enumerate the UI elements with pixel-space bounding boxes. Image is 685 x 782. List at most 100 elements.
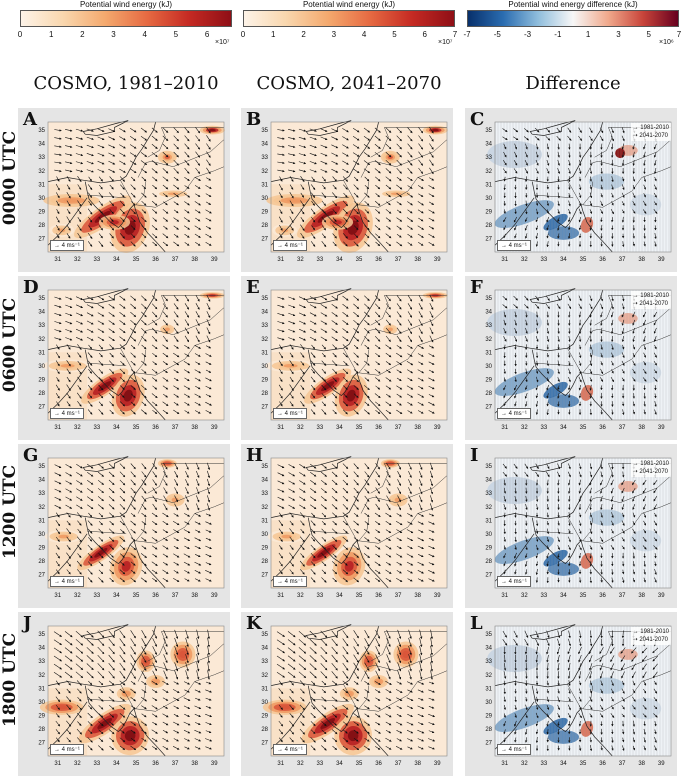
- y-tick-label: 29: [485, 377, 492, 383]
- y-tick-label: 34: [261, 646, 268, 652]
- country-border: [343, 180, 358, 205]
- wind-vector: [332, 209, 337, 215]
- colorbar-2-tick: 3: [331, 30, 337, 39]
- colorbar-1-gradient: [20, 10, 232, 27]
- y-tick-label: 28: [485, 727, 492, 733]
- wind-vector: [97, 169, 105, 173]
- wind-vector: [396, 217, 403, 222]
- wind-vector: [77, 200, 82, 207]
- wind-vector: [195, 127, 201, 134]
- x-tick-label: 35: [580, 257, 587, 263]
- colorbar-1-tick: 2: [80, 30, 85, 39]
- y-tick-label: 30: [485, 700, 492, 706]
- wind-vector: [183, 217, 191, 222]
- wind-vector: [54, 153, 62, 156]
- wind-vector: [332, 224, 338, 231]
- wind-vector: [184, 209, 190, 214]
- wind-vector: [277, 145, 285, 148]
- wind-vector: [55, 183, 60, 191]
- y-tick-label: 33: [485, 491, 492, 497]
- y-tick-label: 28: [38, 559, 45, 565]
- wind-vector: [129, 144, 137, 149]
- wind-vector: [396, 127, 402, 134]
- scale-label: 4 ms⁻¹: [61, 579, 80, 585]
- wind-vector: [162, 159, 169, 166]
- difference-patch: [487, 644, 542, 673]
- x-tick-label: 37: [619, 425, 626, 431]
- difference-patch: [487, 308, 542, 337]
- legend-entry: ⇢ 2041-2070: [633, 132, 669, 140]
- x-tick-label: 38: [414, 761, 421, 767]
- x-tick-label: 39: [658, 425, 665, 431]
- wind-vector: [310, 208, 316, 215]
- wind-vector: [173, 225, 179, 230]
- colorbar-1-tick: 6: [204, 30, 210, 39]
- wind-vector: [66, 216, 71, 224]
- scale-arrow-icon: →: [277, 243, 285, 249]
- wind-vector: [173, 143, 179, 150]
- wind-vector: [342, 136, 349, 141]
- wind-vector: [194, 185, 201, 189]
- wind-vector: [75, 153, 84, 157]
- wind-vector: [343, 184, 348, 190]
- scale-arrow-icon: →: [54, 579, 62, 585]
- x-tick-label: 38: [638, 425, 645, 431]
- wind-vector: [375, 176, 381, 182]
- x-tick-label: 37: [619, 593, 626, 599]
- y-tick-label: 30: [38, 364, 45, 370]
- x-tick-label: 39: [211, 761, 218, 767]
- x-tick-label: 35: [356, 425, 363, 431]
- wind-vector: [311, 216, 316, 223]
- wind-vector: [331, 168, 339, 173]
- wind-vector: [206, 177, 212, 181]
- y-tick-label: 32: [38, 673, 45, 679]
- wind-vector: [141, 233, 147, 239]
- wind-vector: [407, 225, 413, 230]
- wind-vector: [184, 176, 190, 181]
- legend-label: 1981-2010: [640, 461, 669, 467]
- wind-vector: [109, 176, 114, 182]
- wind-vector: [352, 152, 360, 157]
- x-tick-label: 36: [599, 761, 606, 767]
- wind-vector: [184, 233, 190, 238]
- colorbar-3-tick: -3: [524, 30, 532, 39]
- wind-vector: [206, 159, 211, 166]
- wind-vector: [194, 233, 201, 238]
- country-border: [370, 127, 447, 158]
- vector-legend: → 1981-2010 ⇢ 2041-2070: [630, 123, 671, 141]
- scale-label: 4 ms⁻¹: [284, 579, 303, 585]
- y-tick-label: 27: [261, 740, 268, 746]
- wind-vector: [205, 233, 212, 238]
- wind-vector: [321, 176, 326, 182]
- wind-vector: [321, 225, 326, 231]
- x-tick-label: 38: [191, 593, 198, 599]
- x-tick-label: 34: [336, 425, 343, 431]
- wind-vector: [374, 152, 381, 158]
- wind-vector: [310, 232, 316, 239]
- x-tick-label: 35: [356, 593, 363, 599]
- colorbar-1-tick: 1: [48, 30, 54, 39]
- wind-scale-key: → 4 ms⁻¹: [497, 576, 531, 587]
- wind-vector: [205, 217, 212, 222]
- y-tick-label: 35: [261, 296, 268, 302]
- scale-arrow-icon: →: [277, 747, 285, 753]
- y-tick-label: 32: [485, 505, 492, 511]
- wind-vector: [321, 192, 327, 199]
- x-tick-label: 33: [541, 761, 548, 767]
- wind-vector: [300, 184, 305, 191]
- wind-vector: [88, 176, 92, 182]
- wind-scale-key: → 4 ms⁻¹: [273, 240, 307, 251]
- scale-arrow-icon: →: [501, 243, 509, 249]
- wind-vector: [129, 152, 137, 157]
- wind-vector: [385, 209, 392, 214]
- wind-vector: [363, 144, 371, 149]
- wind-vector: [288, 137, 296, 140]
- x-tick-label: 32: [297, 761, 304, 767]
- wind-vector: [151, 127, 158, 133]
- wind-vector: [332, 217, 337, 222]
- x-tick-label: 35: [133, 425, 140, 431]
- energy-hotspot: [286, 198, 303, 203]
- wind-vector: [75, 137, 84, 140]
- y-tick-label: 27: [485, 236, 492, 242]
- column-title-future: COSMO, 2041–2070: [256, 73, 442, 94]
